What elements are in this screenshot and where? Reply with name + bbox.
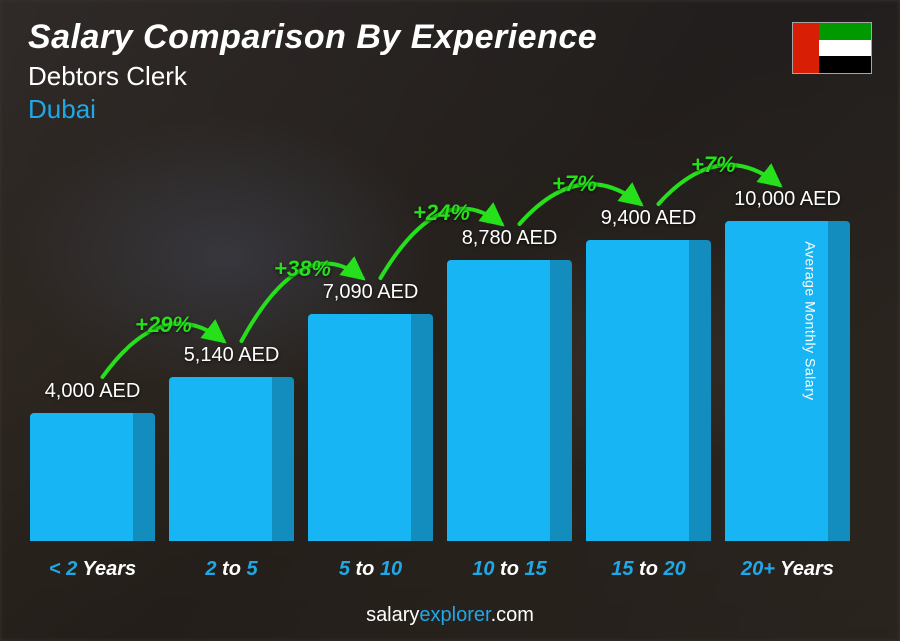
content: Salary Comparison By Experience Debtors …	[0, 0, 900, 641]
uae-flag-icon	[792, 22, 872, 74]
footer-brand: salaryexplorer.com	[0, 604, 900, 627]
brand-post: .com	[491, 604, 534, 626]
y-axis-label: Average Monthly Salary	[802, 241, 818, 400]
x-axis-label: 10 to 15	[447, 558, 572, 581]
x-axis-label: < 2 Years	[30, 558, 155, 581]
x-axis-label: 2 to 5	[169, 558, 294, 581]
brand-highlight: explorer	[419, 604, 490, 626]
x-axis-label: 5 to 10	[308, 558, 433, 581]
job-title: Debtors Clerk	[28, 61, 597, 92]
x-axis-label: 20+ Years	[725, 558, 850, 581]
growth-arrows	[30, 120, 850, 541]
header: Salary Comparison By Experience Debtors …	[28, 18, 597, 125]
page-title: Salary Comparison By Experience	[28, 18, 597, 57]
x-axis-label: 15 to 20	[586, 558, 711, 581]
brand-pre: salary	[366, 604, 419, 626]
salary-bar-chart: 4,000 AED5,140 AED7,090 AED8,780 AED9,40…	[0, 120, 860, 581]
